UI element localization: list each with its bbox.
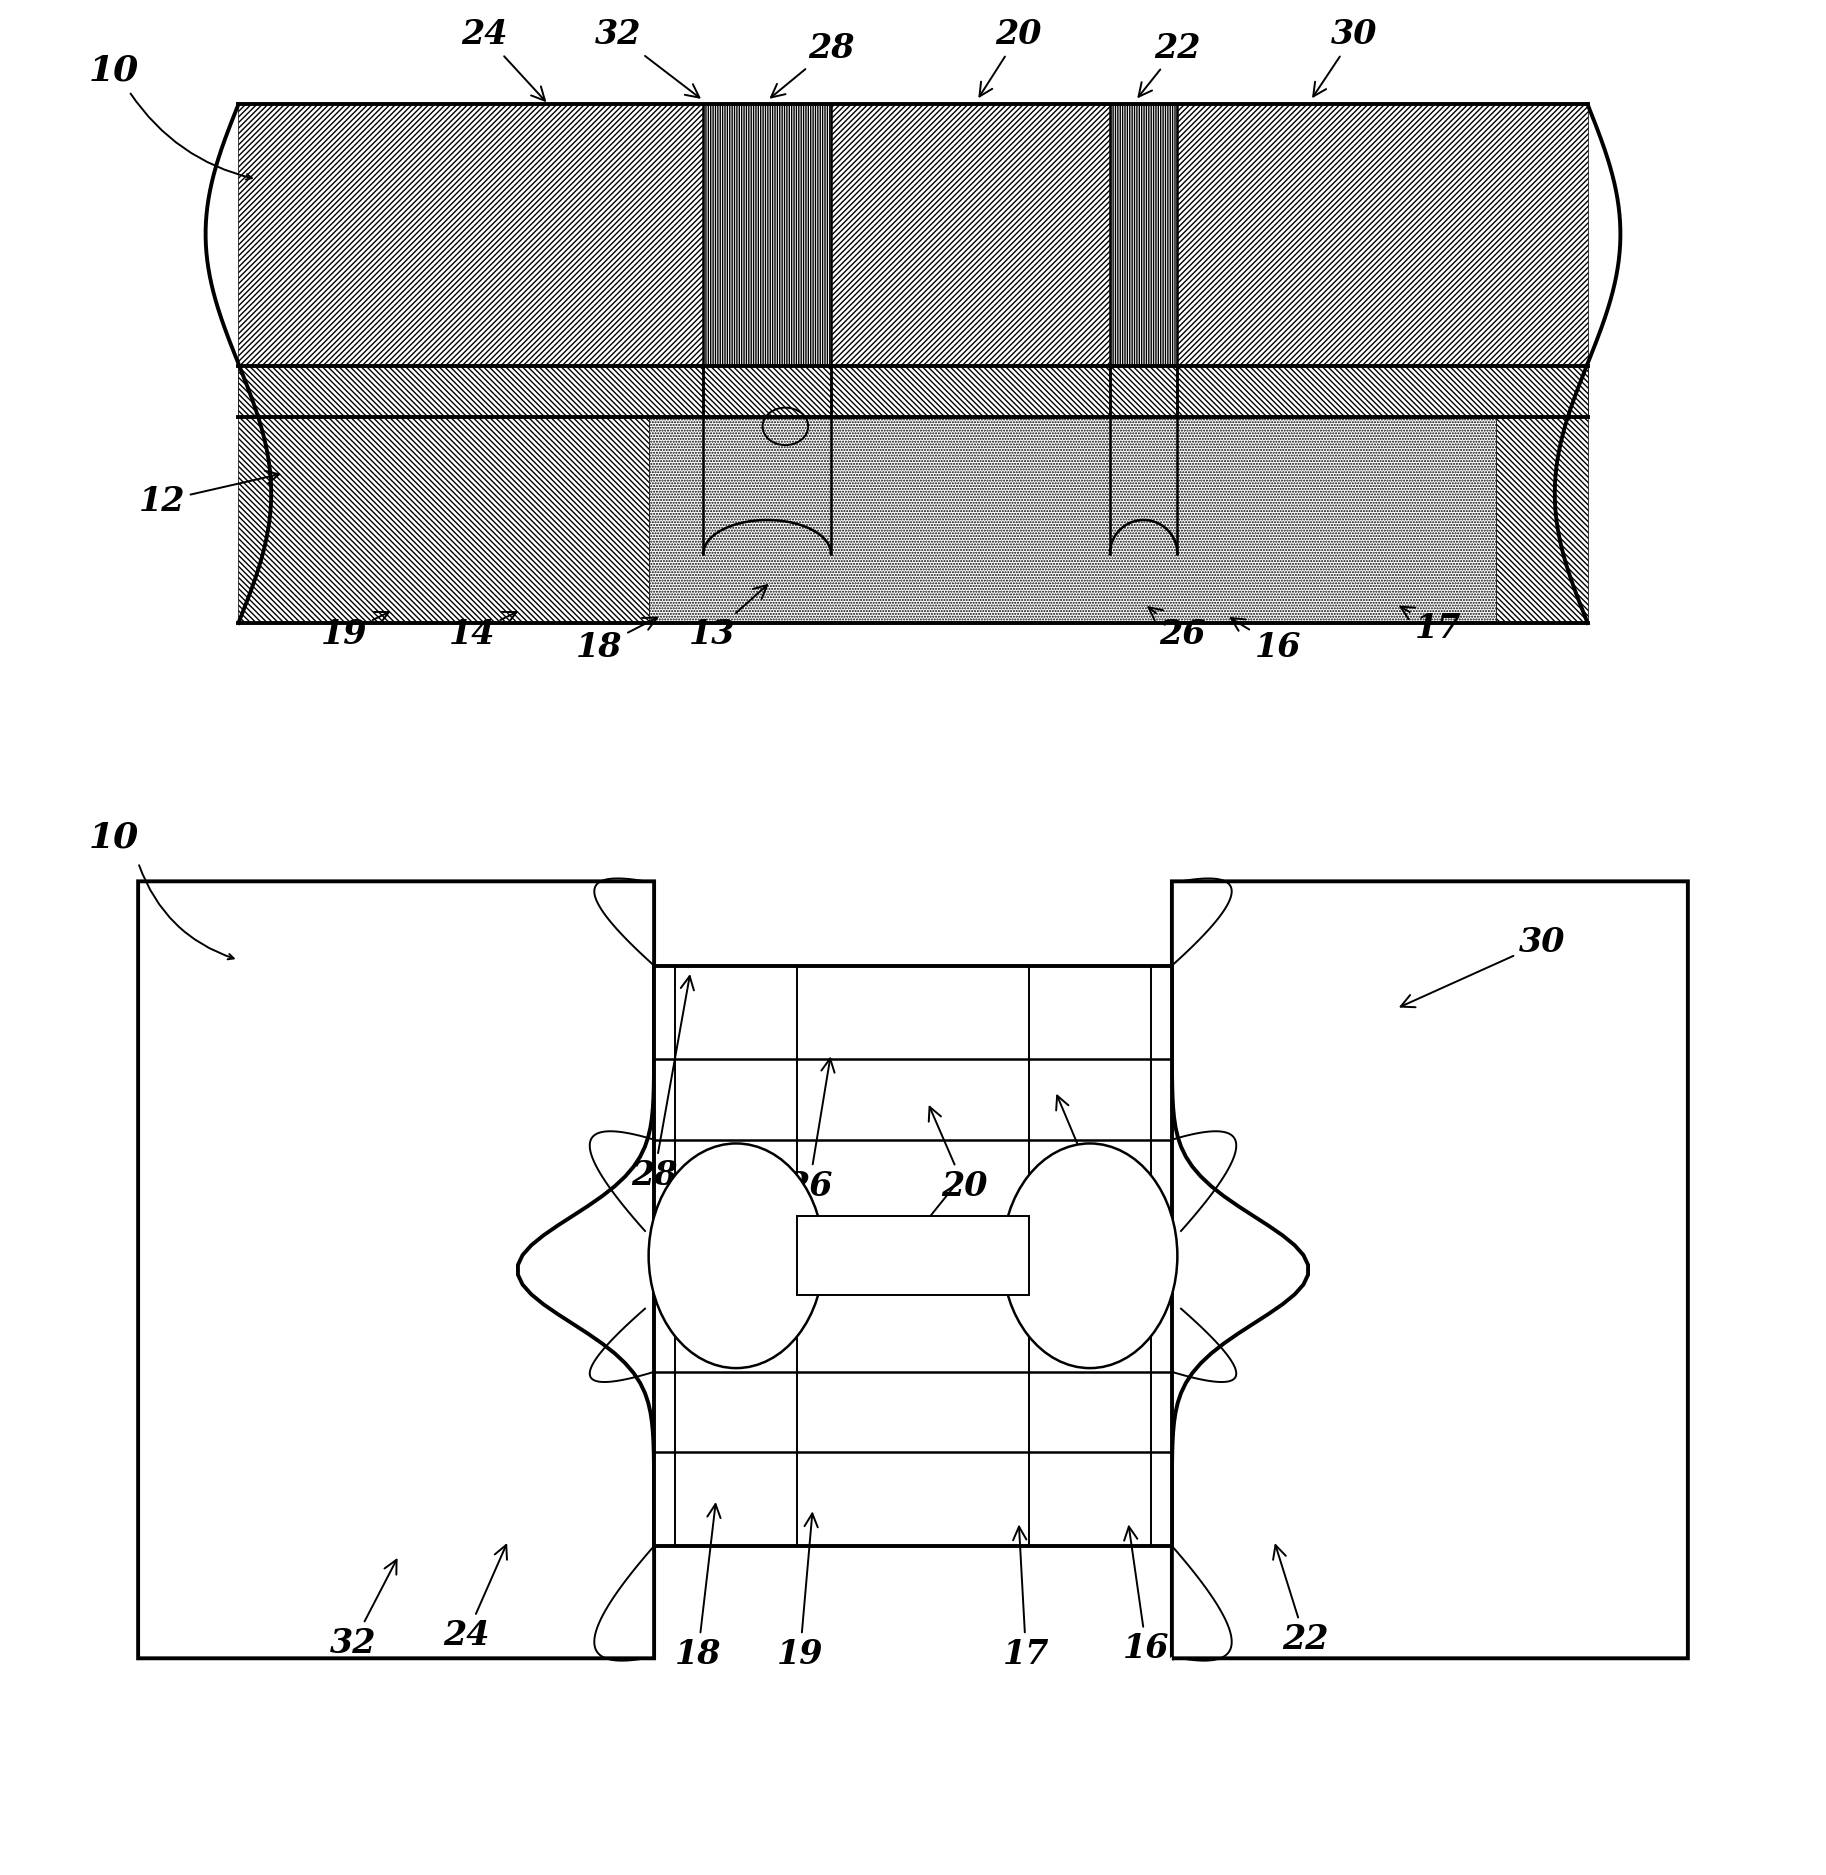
Polygon shape [239, 366, 648, 622]
Text: 17: 17 [1002, 1526, 1050, 1671]
Polygon shape [1497, 366, 1587, 622]
Text: 30: 30 [1401, 926, 1565, 1007]
Text: 32: 32 [331, 1560, 396, 1659]
Bar [654, 966, 1172, 1547]
Text: 16: 16 [1231, 619, 1300, 664]
Text: 26: 26 [1149, 608, 1207, 651]
Text: 20: 20 [929, 1106, 988, 1204]
Text: 14: 14 [1055, 1095, 1119, 1204]
Text: 14: 14 [449, 611, 517, 651]
Text: 20: 20 [979, 19, 1043, 96]
Text: 28: 28 [630, 977, 694, 1192]
Polygon shape [139, 881, 654, 1658]
Text: 28: 28 [771, 32, 855, 98]
Ellipse shape [648, 1144, 824, 1369]
Polygon shape [648, 366, 1497, 622]
Text: 18: 18 [674, 1504, 721, 1671]
Text: 30: 30 [1313, 19, 1377, 96]
Ellipse shape [1002, 1144, 1178, 1369]
Polygon shape [239, 366, 1587, 622]
Polygon shape [831, 105, 1110, 416]
Text: 16: 16 [1123, 1526, 1170, 1665]
Text: 18: 18 [577, 617, 657, 664]
Text: 12: 12 [139, 471, 279, 518]
Text: 13: 13 [688, 585, 767, 651]
Polygon shape [1172, 881, 1687, 1658]
Text: 22: 22 [1139, 32, 1202, 98]
Polygon shape [1110, 105, 1178, 416]
Bar [798, 1217, 1028, 1296]
Text: 19: 19 [776, 1513, 824, 1671]
Text: 32: 32 [595, 19, 699, 97]
Polygon shape [239, 366, 1587, 416]
Text: 19: 19 [321, 611, 389, 651]
Text: 22: 22 [1273, 1545, 1328, 1656]
Text: 10: 10 [89, 821, 139, 855]
Text: 24: 24 [444, 1545, 508, 1652]
Polygon shape [239, 105, 1587, 416]
Text: 17: 17 [1401, 608, 1461, 645]
Text: 24: 24 [462, 19, 544, 101]
Text: 10: 10 [89, 52, 139, 86]
Polygon shape [703, 105, 831, 416]
Polygon shape [1178, 105, 1587, 416]
Text: 26: 26 [785, 1059, 834, 1204]
Polygon shape [239, 105, 703, 416]
